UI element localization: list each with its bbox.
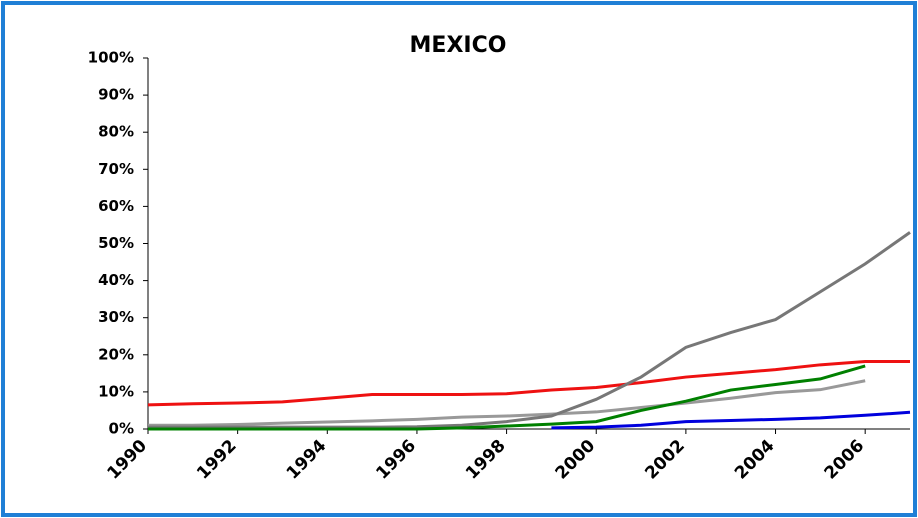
- y-tick-label: 90%: [98, 86, 134, 104]
- y-tick-label: 70%: [98, 160, 134, 178]
- series-line: [148, 364, 866, 431]
- series-line: [148, 379, 866, 427]
- y-tick-label: 20%: [98, 345, 134, 363]
- series-line: [551, 410, 911, 430]
- y-tick-label: 50%: [98, 234, 134, 252]
- chart-title: MEXICO: [410, 33, 507, 58]
- y-tick-label: 100%: [88, 49, 134, 67]
- y-tick-label: 40%: [98, 271, 134, 289]
- y-tick-label: 10%: [98, 382, 134, 400]
- y-tick-label: 80%: [98, 123, 134, 141]
- y-tick-label: 30%: [98, 308, 134, 326]
- series-line: [148, 231, 911, 429]
- series-line: [147, 359, 910, 407]
- y-tick-label: 60%: [98, 197, 134, 215]
- y-tick-label: 0%: [109, 420, 134, 438]
